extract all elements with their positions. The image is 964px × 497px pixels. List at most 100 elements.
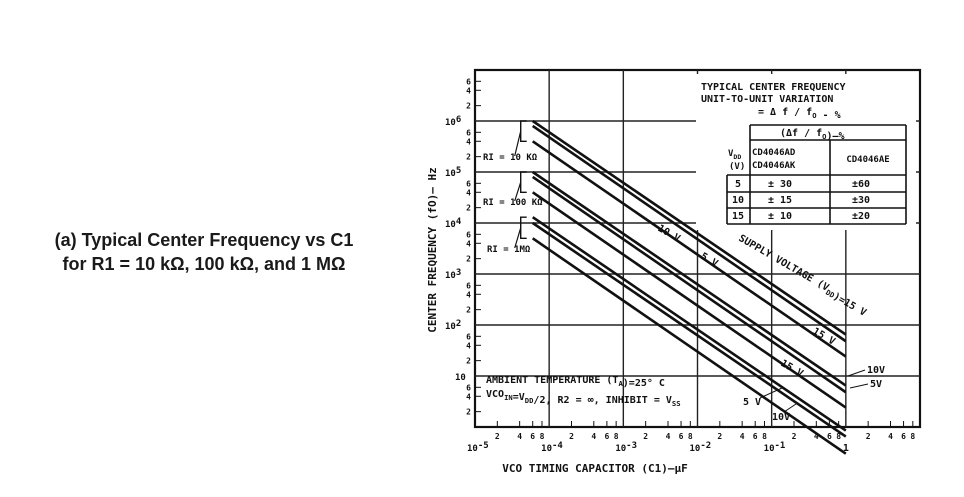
y-minor-tick-label: 2 [466,255,471,264]
y-minor-tick-label: 6 [466,230,471,239]
leader-10v-bottom [783,403,797,413]
y-tick-label-part: 5 [456,166,461,176]
table-title-line-3-part: - % [817,110,841,121]
x-minor-tick-label: 6 [530,432,535,441]
y-minor-tick-label: 6 [466,179,471,188]
y-tick-label: 103 [445,268,461,281]
y-minor-tick-label: 4 [466,239,471,248]
r1-bracket [520,171,527,193]
label-5v-bottom: 5 V [743,397,761,408]
x-minor-tick-label: 6 [827,432,832,441]
y-axis-label: CENTER FREQUENCY (fO)— Hz [426,167,439,333]
y-minor-tick-label: 2 [466,204,471,213]
x-minor-tick-label: 8 [688,432,693,441]
x-minor-tick-label: 6 [604,432,609,441]
curve-line [531,191,847,409]
curve-line [531,140,847,358]
ambient-temperature-note: AMBIENT TEMPERATURE (TA)=25° C [486,375,665,389]
x-minor-tick-label: 2 [643,432,648,441]
table-col1-line-2: CD4046AK [752,161,796,171]
vco-conditions-note-part: VCO [486,389,504,400]
x-tick-label: 1 [843,443,849,454]
x-minor-tick-label: 6 [679,432,684,441]
x-minor-tick-label: 4 [517,432,522,441]
curve-line [531,175,847,394]
vco-conditions-note-part: IN [504,393,513,402]
x-tick-label-part: -1 [775,441,786,451]
ambient-temperature-note-part: AMBIENT TEMPERATURE (T [486,375,618,386]
y-tick-label-part: 10 [445,322,456,332]
x-minor-tick-label: 8 [762,432,767,441]
x-tick-label: 10-5 [467,441,489,454]
y-minor-tick-label: 6 [466,77,471,86]
x-tick-label: 10-3 [615,441,637,454]
y-tick-label-part: 4 [456,217,462,227]
x-minor-tick-label: 8 [910,432,915,441]
y-minor-tick-label: 4 [466,188,471,197]
vco-conditions-note: VCOIN=VDD/2, R2 = ∞, INHIBIT = VSS [486,389,681,408]
curve-line [531,170,847,387]
table-cell-ae: ±20 [852,211,870,222]
table-cell-ad-ak: ± 10 [768,211,792,222]
x-tick-label-part: -4 [552,441,563,451]
table-vdd-header-part: DD [733,153,741,161]
x-minor-tick-label: 8 [836,432,841,441]
x-axis-label: VCO TIMING CAPACITOR (C1)—μF [502,462,687,475]
y-tick-label-part: 6 [456,115,461,125]
r1-bracket-label: RI = 10 KΩ [483,153,538,163]
x-minor-tick-label: 6 [901,432,906,441]
x-tick-label-part: -2 [700,441,711,451]
y-minor-tick-label: 2 [466,153,471,162]
x-minor-tick-label: 4 [740,432,745,441]
table-group-header-part: (Δf / f [780,128,822,139]
table-title-line-2: UNIT-TO-UNIT VARIATION [701,94,833,105]
vco-conditions-note-part: DD [525,396,534,405]
r1-bracket-leader [514,131,522,157]
table-title-line-3-part: O [812,111,816,120]
table-cell-vdd: 15 [732,211,744,222]
x-tick-label-part: 10 [615,444,626,454]
x-minor-tick-label: 2 [495,432,500,441]
x-minor-tick-label: 4 [591,432,596,441]
label-5v-right: 5V [870,379,882,390]
vco-conditions-note-part: SS [672,399,681,408]
curve-line [531,124,847,343]
y-minor-tick-label: 4 [466,392,471,401]
table-cell-ae: ±60 [852,179,870,190]
curve-line [531,221,847,438]
leader-10v [847,369,866,377]
table-background [696,74,916,230]
table-cell-vdd: 10 [732,195,744,206]
table-group-header-part: )—% [826,131,844,142]
vco-conditions-note-part: /2, R2 = ∞, INHIBIT = V [533,395,671,406]
x-tick-label: 10-2 [690,441,712,454]
supply-voltage-label-part: DD [824,288,836,300]
curve-line [531,119,847,336]
y-tick-label-part: 10 [445,169,456,179]
x-tick-label-part: 10 [467,444,478,454]
x-tick-label: 10-1 [764,441,786,454]
figure-caption: (a) Typical Center Frequency vs C1 for R… [18,228,390,276]
y-tick-label-part: 2 [456,319,461,329]
x-tick-label-part: 10 [764,444,775,454]
table-cell-vdd: 5 [735,179,741,190]
y-minor-tick-label: 2 [466,102,471,111]
table-vdd-header-part: V [728,149,734,159]
frequency-curves [531,119,847,455]
r1-brackets: RI = 10 KΩ RI = 100 KΩ RI = 1MΩ [483,120,543,255]
y-minor-tick-label: 6 [466,128,471,137]
table-cell-ae: ±30 [852,195,870,206]
table-title-line-1: TYPICAL CENTER FREQUENCY [701,82,846,93]
label-10v-bottom: 10V [772,412,790,423]
x-minor-tick-label: 2 [569,432,574,441]
y-tick-label: 10 [455,373,466,383]
label-15v-right: 15 V [811,326,837,348]
r1-bracket [520,120,527,142]
label-10v-right: 10V [867,365,885,376]
x-minor-tick-label: 4 [888,432,893,441]
table-title-line-3: = Δ f / fO - % [758,107,841,121]
y-minor-tick-label: 6 [466,383,471,392]
table-group-header-part: O [822,132,826,141]
table-vdd-header: VDD [728,149,741,161]
